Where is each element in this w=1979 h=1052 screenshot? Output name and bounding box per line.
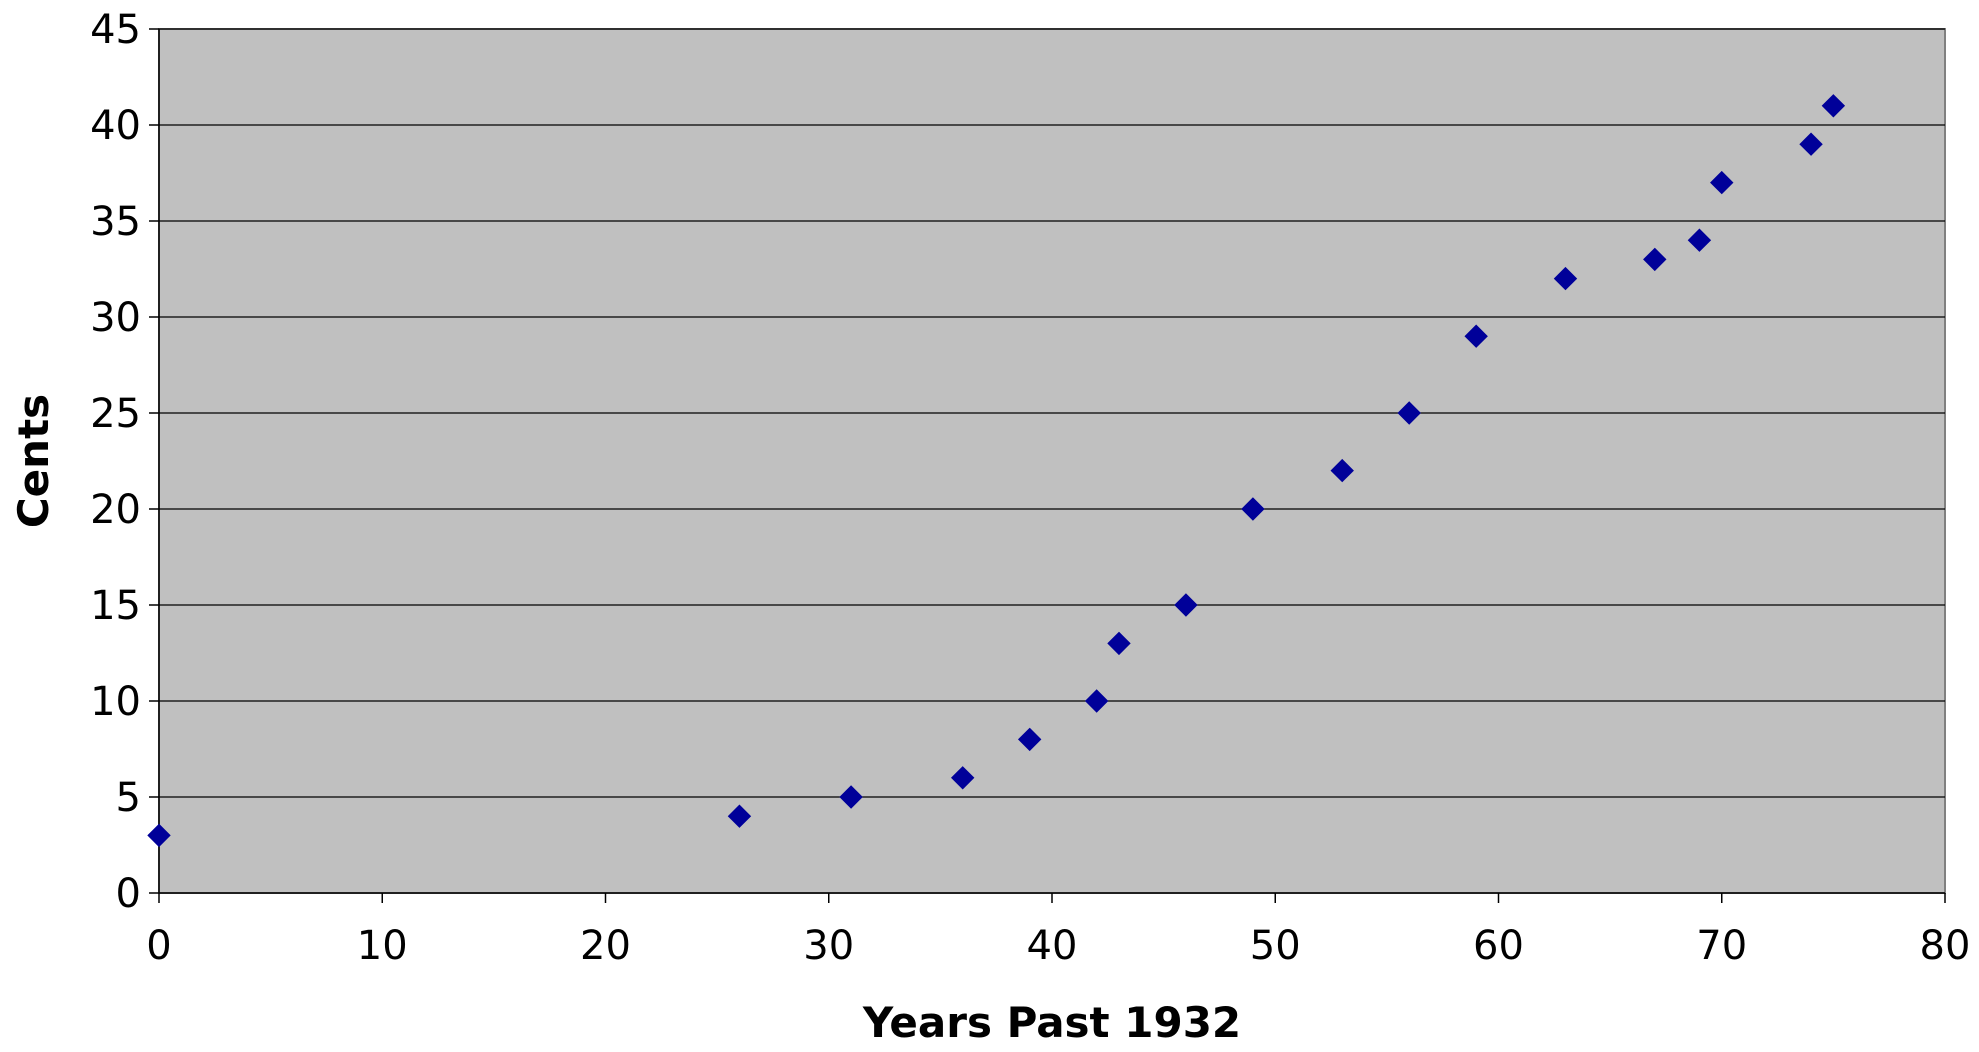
plot-area: [158, 28, 1946, 894]
y-tick-label: 5: [116, 775, 141, 821]
y-tick-label: 15: [90, 583, 141, 629]
data-point: [1330, 458, 1354, 483]
data-point: [1174, 593, 1198, 617]
x-tick-label: 40: [1027, 923, 1078, 969]
data-point: [1687, 228, 1712, 252]
data-point: [839, 785, 863, 809]
y-axis-title: Cents: [9, 394, 58, 528]
data-points: [147, 94, 1846, 848]
data-point: [1553, 266, 1578, 291]
x-tick-label: 0: [146, 923, 171, 969]
data-point: [1710, 170, 1734, 195]
y-tick-label: 10: [90, 679, 141, 725]
data-point: [1017, 727, 1042, 752]
data-point: [727, 804, 752, 828]
x-tick-label: 10: [357, 923, 408, 969]
data-point: [1643, 247, 1667, 272]
data-point: [1084, 689, 1109, 713]
data-point: [1397, 401, 1421, 425]
data-point: [1799, 132, 1823, 156]
y-tick-label: 30: [90, 295, 141, 341]
y-tick-label: 25: [90, 391, 141, 437]
x-tick-label: 60: [1473, 923, 1524, 969]
x-axis-title: Years Past 1932: [862, 998, 1241, 1047]
data-point: [147, 823, 171, 848]
y-tick-label: 45: [90, 7, 141, 53]
x-tick-label: 30: [803, 923, 854, 969]
x-tick-label: 70: [1696, 923, 1747, 969]
data-point: [1107, 631, 1131, 656]
data-point: [1464, 324, 1488, 348]
y-tick-label: 40: [90, 103, 141, 149]
y-tick-label: 20: [90, 487, 141, 533]
x-tick-label: 80: [1920, 923, 1971, 969]
y-tick-label: 0: [116, 871, 141, 917]
tick-labels: 0 5 10 15 20 25 30 35 40 45 0 10 20 30 40 50 60 70 80: [90, 7, 1970, 969]
y-tick-label: 35: [90, 199, 141, 245]
data-point: [1241, 497, 1265, 521]
axes: [149, 28, 1946, 903]
x-tick-label: 50: [1250, 923, 1301, 969]
data-point: [950, 766, 975, 790]
gridlines: [159, 28, 1945, 798]
data-point: [1821, 94, 1846, 118]
x-tick-label: 20: [580, 923, 631, 969]
